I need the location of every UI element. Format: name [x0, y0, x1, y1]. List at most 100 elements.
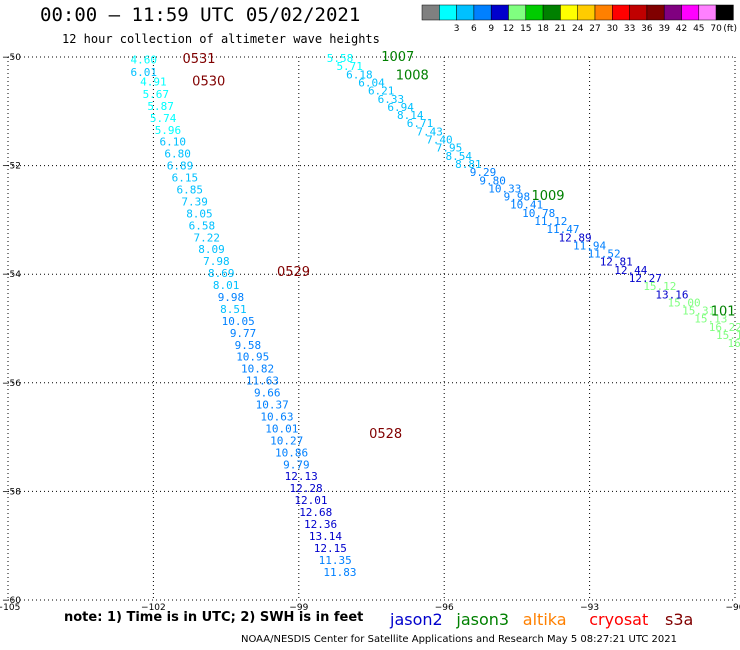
wave-height-label: 15.13: [694, 313, 727, 326]
wave-height-label: 5.71: [336, 60, 363, 73]
wave-height-label: 10.78: [522, 207, 555, 220]
wave-height-label: 5.96: [155, 124, 182, 137]
wave-height-label: 7.22: [193, 231, 220, 244]
color-scale-swatch: [715, 4, 734, 21]
wave-height-label: 12.01: [294, 494, 327, 507]
wave-height-label: 9.58: [235, 339, 262, 352]
color-scale-label: 30: [607, 24, 619, 34]
wave-height-label: 10.05: [222, 315, 255, 328]
pass-time-label: 0528: [369, 427, 402, 442]
color-scale-swatch: [646, 4, 665, 21]
wave-height-label: 15.17: [716, 329, 740, 342]
pass-time-label: 0529: [277, 265, 310, 280]
wave-height-label: 6.94: [387, 101, 414, 114]
lat-tick-label: −60: [2, 596, 21, 606]
wave-height-label: 8.81: [455, 158, 482, 171]
wave-height-label: 12.68: [299, 506, 332, 519]
wave-height-label: 8.14: [397, 109, 424, 122]
wave-height-label: 7.95: [436, 142, 463, 155]
color-scale-label: 21: [555, 24, 566, 34]
wave-height-label: 7.40: [426, 134, 453, 147]
color-scale-label: 45: [693, 24, 704, 34]
pass-time-label: 1009: [531, 189, 564, 204]
color-scale-swatch: [577, 4, 596, 21]
lon-tick-label: −105: [0, 603, 20, 613]
wave-height-label: 16.: [727, 337, 740, 350]
wave-height-label: 9.80: [479, 174, 506, 187]
color-scale-swatch: [473, 4, 492, 21]
color-scale-swatch: [560, 4, 578, 21]
wave-height-label: 12.28: [290, 482, 323, 495]
wave-height-label: 13.14: [309, 530, 342, 543]
wave-height-label: 10.33: [488, 182, 521, 195]
satellite-legend-item: jason2: [390, 610, 443, 629]
wave-height-label: 12.81: [600, 256, 633, 269]
color-scale-label: 36: [641, 24, 653, 34]
color-scale-label: 6: [471, 24, 477, 34]
wave-height-label: 8.69: [208, 267, 235, 280]
pass-time-label: 1007: [381, 50, 414, 65]
color-scale-swatch: [698, 4, 717, 21]
pass-time-label: 1008: [396, 68, 429, 83]
wave-height-label: 8.51: [220, 303, 247, 316]
wave-height-label: 6.85: [177, 183, 204, 196]
wave-height-label: 11.35: [319, 554, 352, 567]
satellite-legend-item: s3a: [665, 610, 694, 629]
wave-height-label: 16.22: [709, 321, 740, 334]
color-scale-swatch: [629, 4, 648, 21]
wave-height-label: 6.58: [189, 219, 216, 232]
color-scale-label: 27: [589, 24, 600, 34]
lon-tick-label: −102: [141, 603, 166, 613]
wave-height-label: 10.82: [241, 363, 274, 376]
wave-height-label: 7.43: [416, 125, 443, 138]
wave-height-label: 10.37: [256, 399, 289, 412]
wave-height-label: 9.98: [504, 191, 531, 204]
color-scale-label: 70: [710, 24, 722, 34]
color-scale-label: 3: [454, 24, 460, 34]
wave-height-label: 12.13: [285, 470, 318, 483]
wave-height-label: 15.31: [682, 305, 715, 318]
wave-height-label: 11.52: [588, 248, 621, 261]
wave-height-label: 9.29: [470, 166, 497, 179]
wave-height-label: 6.18: [346, 68, 373, 81]
wave-height-label: 11.47: [546, 223, 579, 236]
wave-height-label: 6.89: [167, 160, 194, 173]
color-scale-swatch: [508, 4, 527, 21]
footer-note: note: 1) Time is in UTC; 2) SWH is in fe…: [64, 610, 364, 625]
lat-tick-label: −58: [2, 487, 21, 497]
color-scale-swatch: [594, 4, 613, 21]
color-scale-swatch: [456, 4, 475, 21]
wave-height-label: 10.27: [270, 434, 303, 447]
color-scale-swatch: [612, 4, 630, 21]
color-scale-label: 42: [676, 24, 687, 34]
wave-height-label: 9.66: [254, 387, 281, 400]
wave-height-label: 6.04: [358, 77, 385, 90]
wave-height-label: 6.10: [160, 136, 187, 149]
wave-height-label: 7.39: [181, 195, 208, 208]
wave-height-label: 6.01: [130, 66, 157, 79]
lat-tick-label: −56: [2, 379, 21, 389]
color-scale-swatch: [663, 4, 682, 21]
lon-tick-label: −90: [726, 603, 740, 613]
wave-height-label: 11.63: [246, 375, 279, 388]
lon-tick-label: −96: [435, 603, 454, 613]
wave-height-label: 5.74: [150, 112, 177, 125]
satellite-legend-item: altika: [522, 610, 567, 629]
satellite-legend-item: cryosat: [589, 610, 649, 629]
wave-height-label: 12.27: [629, 272, 662, 285]
lat-tick-label: −54: [2, 270, 21, 280]
wave-height-label: 10.41: [510, 199, 543, 212]
pass-time-label: 0530: [192, 74, 225, 89]
lon-tick-label: −93: [580, 603, 599, 613]
wave-height-label: 5.87: [147, 100, 174, 113]
wave-height-label: 8.09: [198, 243, 225, 256]
color-scale-label: 24: [572, 24, 584, 34]
wave-height-label: 13.16: [655, 288, 688, 301]
wave-height-label: 7.98: [203, 255, 230, 268]
wave-height-label: 4.60: [130, 54, 157, 67]
color-scale-swatch: [542, 4, 561, 21]
color-scale-label: 15: [520, 24, 531, 34]
wave-height-label: 9.77: [230, 327, 257, 340]
satellite-legend-item: jason3: [456, 610, 510, 629]
